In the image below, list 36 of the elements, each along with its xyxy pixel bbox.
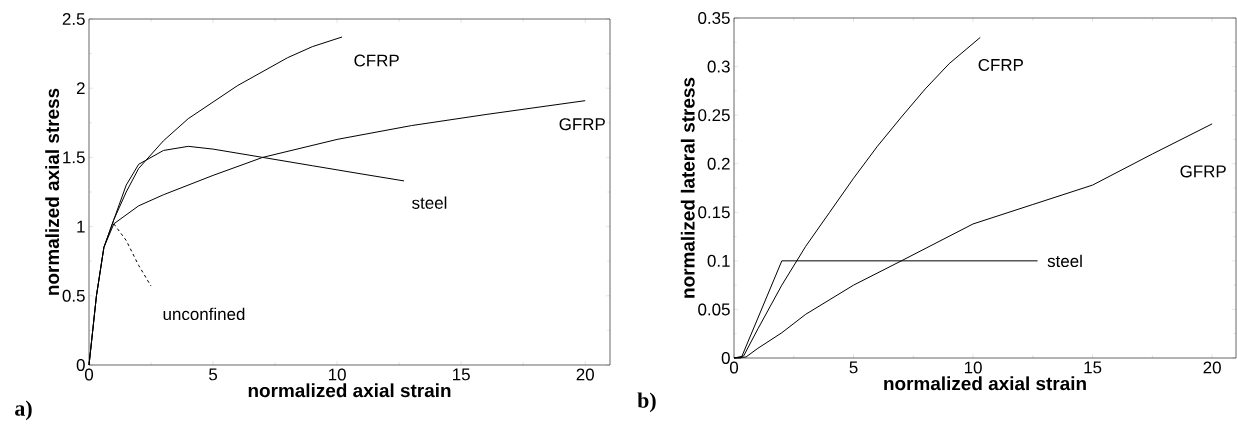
text: a) [15,400,32,421]
y-tick-label: 0.2 [707,157,730,170]
y-tick-label: 0 [721,352,730,364]
y-tick-label: 0.15 [698,206,730,219]
series-label: steel [1047,254,1082,268]
x-tick-label: 5 [209,368,218,381]
series-label: CFRP [354,54,399,67]
y-tick-label: 0.1 [707,254,730,267]
x-tick-label: 20 [576,368,594,381]
x-tick-label: 0 [729,361,739,374]
x-tick-label: 10 [328,368,346,381]
x-tick-label: 15 [1084,361,1102,374]
x-tick-label: 20 [1203,361,1221,374]
y-tick-label: 0.05 [698,303,730,316]
series-label: CFRP [978,58,1023,71]
y-tick-label: 1.5 [63,151,85,164]
series-label: unconfined [163,307,245,321]
y-tick-label: 2.5 [62,13,85,25]
x-tick-label: 15 [453,368,470,381]
x-axis-title: normalized axial strain [884,376,1086,391]
y-tick-label: 0.5 [62,289,85,302]
x-tick-label: 10 [964,361,982,374]
series-label: steel [412,196,447,209]
x-tick-label: 0 [84,368,94,381]
y-axis-title: normalized lateral stress [680,77,695,298]
y-tick-label: 2 [76,82,85,95]
y-tick-label: 0.25 [698,109,730,122]
x-axis-title: normalized axial strain [248,383,451,398]
text: b) [637,392,656,413]
y-tick-label: 0.35 [698,12,730,24]
series-label: GFRP [559,118,605,131]
y-tick-label: 0.3 [707,60,730,73]
x-tick-label: 5 [849,361,858,374]
y-tick-label: 1 [77,220,85,233]
y-axis-title: normalized axial stress [45,88,60,295]
series-label: GFRP [1180,165,1226,178]
